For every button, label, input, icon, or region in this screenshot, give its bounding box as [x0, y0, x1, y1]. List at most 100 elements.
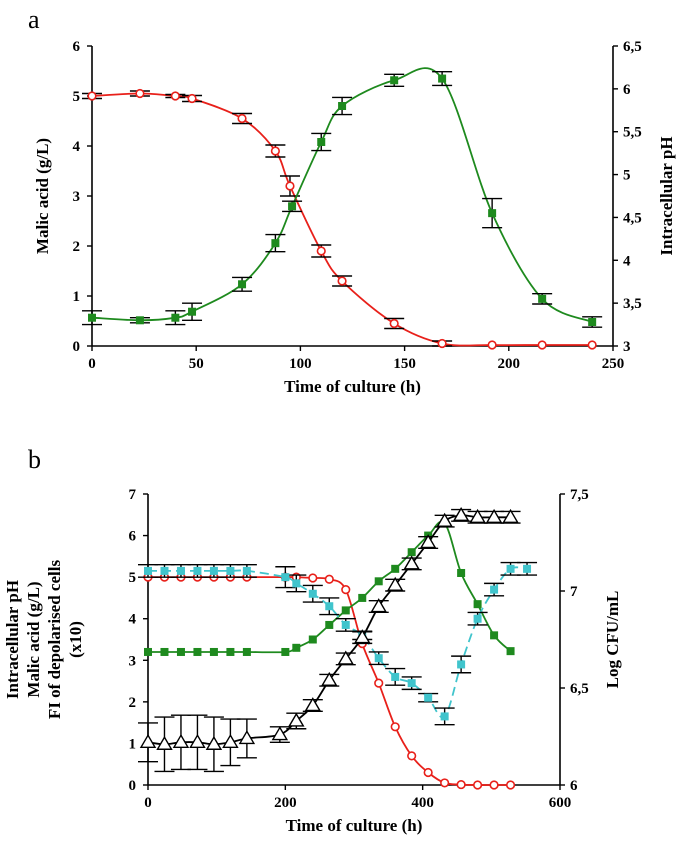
y-axis-title-line: Malic acid (g/L)	[24, 581, 43, 697]
data-point	[160, 647, 169, 656]
data-point	[209, 566, 218, 575]
y-tick-label: 5	[129, 570, 137, 586]
data-point	[170, 91, 180, 101]
data-point	[490, 631, 499, 640]
data-point	[587, 340, 597, 350]
data-point	[423, 767, 433, 778]
data-point	[424, 693, 433, 702]
data-point	[325, 602, 334, 611]
data-point	[317, 138, 326, 146]
data-point	[488, 209, 497, 218]
data-point	[438, 74, 447, 83]
data-point	[324, 574, 334, 584]
data-point	[390, 76, 399, 85]
data-point	[374, 577, 383, 586]
data-point	[437, 338, 447, 349]
series-2	[138, 561, 538, 726]
data-point	[242, 566, 251, 575]
y-tick-label: 1	[73, 289, 81, 305]
data-point	[288, 202, 297, 211]
data-point	[209, 647, 218, 656]
data-point	[135, 88, 145, 99]
y2-tick-label: 3	[623, 339, 631, 355]
data-point	[205, 735, 223, 750]
data-point	[506, 564, 515, 573]
y-tick-label: 4	[129, 612, 137, 628]
y-tick-label: 4	[73, 139, 81, 155]
data-point	[407, 679, 416, 688]
x-tick-label: 100	[289, 356, 312, 372]
y-tick-label: 3	[129, 653, 137, 669]
y-tick-label: 0	[73, 339, 81, 355]
data-point	[87, 91, 97, 101]
x-tick-label: 50	[189, 356, 204, 372]
y-tick-label: 1	[129, 736, 137, 752]
x-tick-label: 200	[274, 795, 297, 811]
data-point	[588, 318, 597, 326]
series-1	[82, 67, 603, 328]
data-point	[505, 780, 516, 790]
x-tick-label: 0	[88, 356, 96, 372]
data-point	[502, 508, 519, 523]
data-point	[374, 654, 383, 663]
data-point	[337, 276, 347, 286]
y2-tick-label: 7	[570, 584, 578, 600]
y-tick-label: 6	[129, 529, 137, 545]
data-point	[391, 564, 400, 573]
y-tick-label: 0	[129, 778, 137, 794]
data-point	[176, 566, 185, 575]
x-tick-label: 400	[411, 795, 434, 811]
series-1	[144, 519, 515, 656]
data-point	[407, 751, 417, 761]
x-tick-label: 600	[549, 795, 572, 811]
data-point	[391, 672, 400, 681]
y-axis-title-line: (x10)	[66, 621, 85, 658]
x-tick-label: 150	[393, 356, 416, 372]
data-point	[440, 712, 449, 721]
data-point	[538, 294, 547, 303]
data-point	[281, 647, 290, 656]
series-line	[91, 92, 593, 347]
data-point	[316, 246, 326, 256]
data-point	[389, 318, 399, 329]
data-point	[407, 548, 416, 557]
data-point	[304, 697, 322, 712]
data-point	[226, 647, 235, 656]
y2-tick-label: 5,5	[623, 125, 642, 141]
data-point	[292, 643, 301, 652]
y2-tick-label: 6	[623, 82, 631, 98]
data-point	[144, 647, 152, 656]
y2-tick-label: 7,5	[570, 487, 589, 503]
y2-tick-label: 4,5	[623, 210, 642, 226]
data-point	[473, 780, 483, 790]
data-point	[188, 307, 197, 316]
data-point	[288, 712, 305, 727]
data-point	[473, 614, 482, 623]
data-point	[456, 779, 466, 790]
data-point	[171, 313, 180, 322]
y2-tick-label: 5	[623, 168, 631, 184]
y2-tick-label: 6	[570, 778, 578, 794]
data-point	[490, 585, 499, 594]
data-point	[341, 585, 351, 595]
y2-tick-label: 4	[623, 253, 631, 269]
data-point	[271, 239, 280, 248]
data-point	[436, 512, 453, 527]
data-point	[222, 733, 239, 749]
series-3	[138, 506, 521, 773]
panel-b-letter: b	[28, 445, 41, 474]
data-point	[452, 506, 470, 522]
data-point	[358, 593, 367, 602]
data-point	[238, 730, 256, 745]
data-point	[354, 629, 371, 644]
data-point	[281, 573, 290, 582]
series-0	[82, 88, 597, 350]
y-tick-label: 3	[73, 189, 81, 205]
data-point	[419, 534, 437, 549]
y2-axis-title: Log CFU/mL	[603, 591, 622, 689]
data-point	[325, 620, 334, 629]
y-tick-label: 2	[73, 239, 81, 255]
data-point	[238, 280, 247, 289]
data-point	[193, 647, 202, 656]
